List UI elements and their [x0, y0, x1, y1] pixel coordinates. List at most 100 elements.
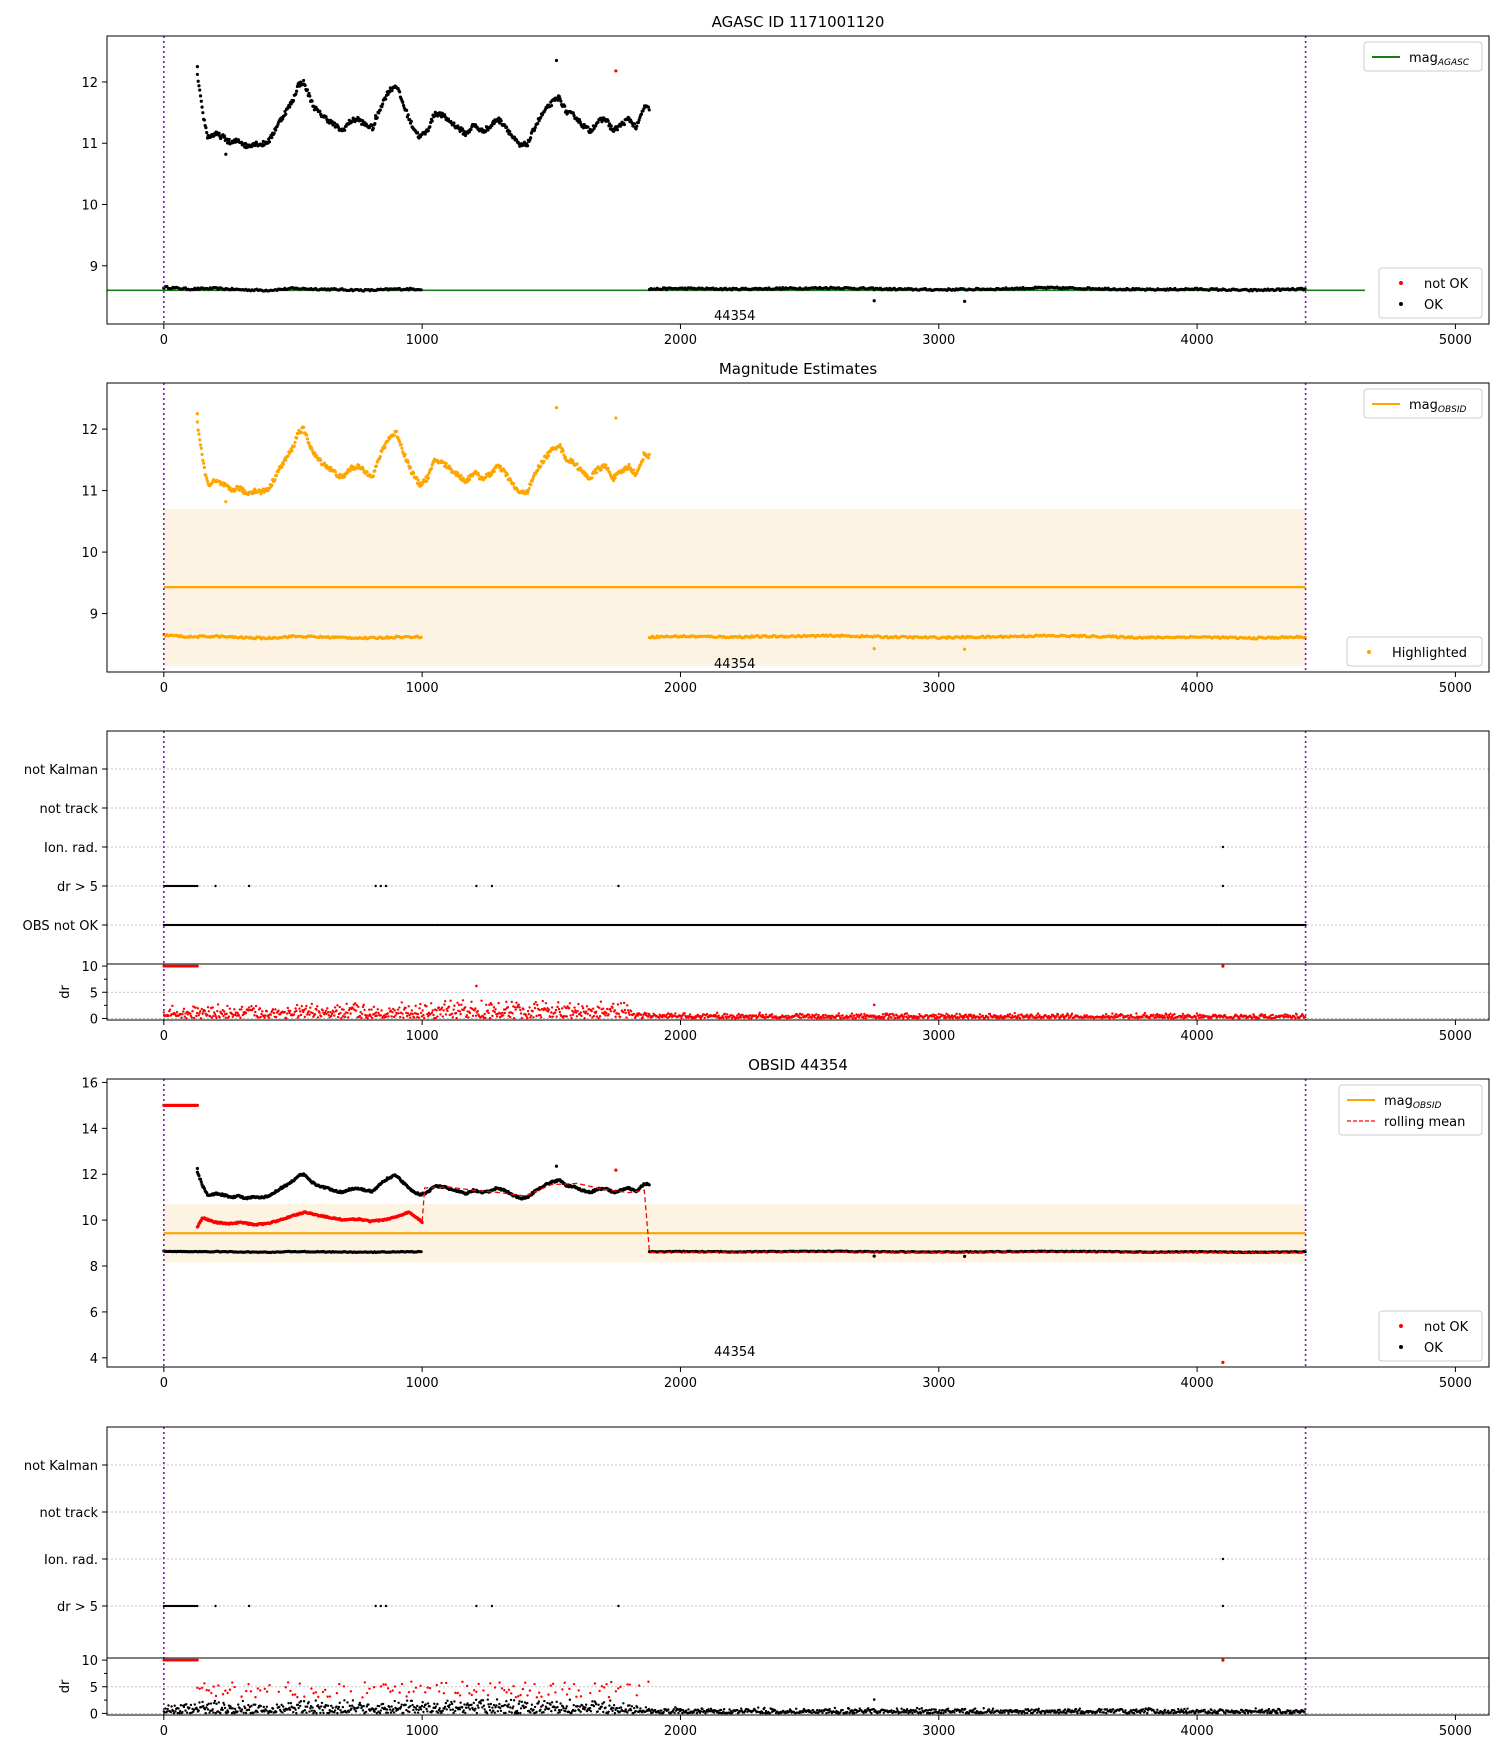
dr1-dr-pt	[451, 1016, 455, 1019]
dr1-dr-pt	[581, 1007, 585, 1010]
dr1-dr-pt	[277, 1009, 280, 1012]
dr1-dr-pt	[412, 1016, 416, 1019]
dr1-dr-pt	[1257, 1016, 1261, 1020]
agasc-pt-path	[294, 92, 298, 96]
dr1-dr-pt	[1271, 1013, 1274, 1017]
dr1-dr-pt	[271, 1008, 275, 1011]
dr1-dr-pt	[288, 1011, 291, 1015]
dr1-dr-pt	[315, 1008, 318, 1011]
dr1-dr-pt	[440, 1006, 444, 1009]
dr1-dr-pt	[640, 1013, 643, 1017]
dr1-dr-pt	[366, 1016, 369, 1020]
dr1-dr-pt	[181, 1012, 184, 1016]
agasc-pt-path	[262, 143, 266, 147]
flags1-flag-pt-1-6	[490, 884, 494, 888]
estimates-pt-path	[322, 461, 327, 465]
estimates-pt-path	[492, 469, 496, 474]
estimates-pt-path	[449, 467, 453, 471]
flags1-flag-pt-2-0	[1221, 845, 1225, 849]
dr1-dr-pt	[1263, 1013, 1267, 1017]
dr1-xtick-label-5: 5000	[1439, 1029, 1472, 1044]
estimates-pt-path	[400, 446, 404, 450]
agasc-pt-path	[373, 122, 377, 126]
agasc-pt-path	[460, 127, 465, 131]
dr1-dr-pt	[1152, 1013, 1155, 1016]
estimates-pt-path	[309, 445, 313, 449]
dr1-dr-pt	[851, 1016, 854, 1020]
estimates-pt-1	[872, 647, 876, 651]
dr1-dr-pt	[162, 1011, 166, 1014]
dr1-dr-pt	[813, 1016, 816, 1019]
agasc-pt-path	[577, 118, 582, 122]
estimates-xtick-label-2: 2000	[664, 681, 697, 696]
agasc-pt-path	[200, 105, 204, 109]
dr1-dr-pt	[447, 1005, 451, 1008]
dr1-dr-pt	[495, 1015, 499, 1018]
dr1-dr-pt	[1049, 1015, 1053, 1019]
estimates-pt-path	[253, 487, 257, 491]
dr1-dr-pt	[316, 1016, 320, 1019]
estimates-xtick-label-3: 3000	[922, 681, 955, 696]
dr1-dr-pt	[839, 1016, 843, 1020]
dr1-dr-pt	[522, 1008, 525, 1011]
dr1-dr-pt	[1111, 1012, 1114, 1015]
estimates-pt-path	[546, 454, 551, 458]
dr1-dr-pt	[239, 1016, 242, 1019]
dr1-dr-pt	[333, 1014, 336, 1017]
dr1-dr-pt	[892, 1014, 896, 1017]
agasc-ytick-label-0: 9	[90, 260, 98, 275]
dr1-ytick-label-2: 10	[81, 960, 98, 975]
estimates-pt-path	[284, 458, 288, 462]
agasc-pt-3	[554, 58, 559, 63]
dr1-dr-pt	[514, 1008, 517, 1011]
dr1-dr-pt	[573, 1006, 576, 1009]
agasc-pt-path	[390, 89, 394, 93]
dr1-dr-pt	[302, 1010, 305, 1014]
dr1-dr-pt	[628, 1013, 631, 1016]
estimates-pt-path	[343, 475, 347, 479]
dr1-dr-pt	[295, 1003, 299, 1007]
estimates-pt-0	[195, 412, 200, 416]
dr1-dr-pt	[295, 1009, 298, 1013]
dr1-dr-pt	[264, 1014, 267, 1017]
estimates-pt-path	[511, 481, 516, 486]
dr1-dr-pt	[539, 1014, 542, 1017]
dr1-dr-pt	[386, 1012, 389, 1015]
flags1-flag-pt-1-8	[1221, 884, 1225, 888]
dr1-dr-pt	[326, 1007, 329, 1010]
dr1-dr-pt	[645, 1012, 648, 1015]
estimates-pt-path	[416, 478, 420, 482]
dr1-dr-pt	[613, 1009, 617, 1012]
dr1-dr-pt	[207, 1010, 210, 1013]
estimates-pt-path	[392, 433, 396, 437]
estimates-pt-path	[200, 452, 204, 457]
dr1-dr-pt	[683, 1012, 686, 1015]
dr1-dr-pt	[688, 1013, 692, 1016]
dr1-dr-pt	[623, 1008, 627, 1012]
agasc-pt-path	[423, 132, 427, 136]
dr1-dr-pt	[565, 1015, 569, 1018]
estimates-pt-path	[290, 449, 294, 453]
estimates-pt-path	[293, 440, 297, 445]
estimates-pt-path	[301, 425, 306, 429]
estimates-pt-path	[429, 466, 434, 471]
dr1-dr-pt	[346, 1011, 349, 1015]
dr1-dr-pt	[494, 1008, 497, 1011]
estimates-pt-path	[299, 431, 303, 435]
dr1-dr-pt	[419, 1002, 422, 1006]
agasc-pt-path	[324, 115, 328, 119]
estimates-pt-path	[627, 462, 631, 467]
agasc-pt-path	[636, 120, 640, 125]
estimates-pt-path	[459, 473, 463, 478]
dr1-dr-pt	[319, 1015, 323, 1018]
estimates-pt-4	[224, 500, 228, 504]
dr1-dr-pt	[1067, 1014, 1070, 1017]
agasc-pt-path	[490, 124, 494, 128]
dr1-dr-pt	[304, 1007, 307, 1010]
agasc-pt-path	[632, 122, 637, 126]
dr1-dr-pt	[363, 1008, 366, 1012]
dr1-dr-pt	[467, 1016, 470, 1019]
estimates-ytick-label-2: 11	[81, 485, 98, 500]
agasc-pt-path	[205, 131, 209, 135]
agasc-pt-path	[225, 137, 229, 141]
